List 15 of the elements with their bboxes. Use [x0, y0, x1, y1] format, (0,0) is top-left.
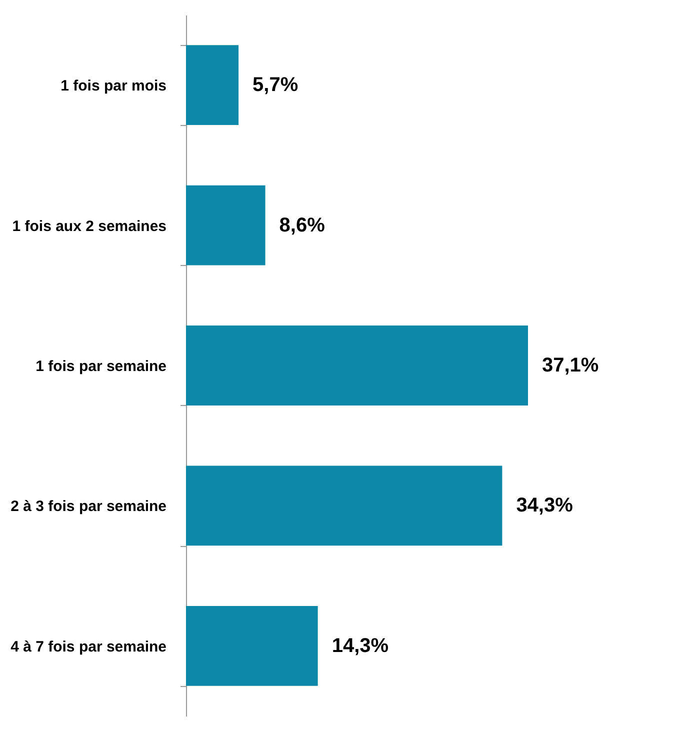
data-label: 34,3%	[516, 494, 574, 517]
y-tick-label: 1 fois par mois	[60, 78, 166, 95]
y-tick-label: 1 fois aux 2 semaines	[12, 218, 166, 235]
y-tick-label: 2 à 3 fois par semaine	[10, 498, 166, 516]
data-label: 37,1%	[542, 354, 599, 376]
bar	[186, 466, 502, 546]
bar	[186, 326, 528, 406]
y-tick-label: 1 fois par semaine	[36, 358, 166, 375]
bar	[186, 606, 318, 686]
data-label: 14,3%	[332, 634, 389, 657]
bar	[186, 185, 266, 266]
y-tick-label: 4 à 7 fois par semaine	[10, 638, 166, 656]
data-label: 5,7%	[252, 74, 298, 96]
bar	[186, 45, 239, 126]
data-label: 8,6%	[279, 214, 326, 236]
